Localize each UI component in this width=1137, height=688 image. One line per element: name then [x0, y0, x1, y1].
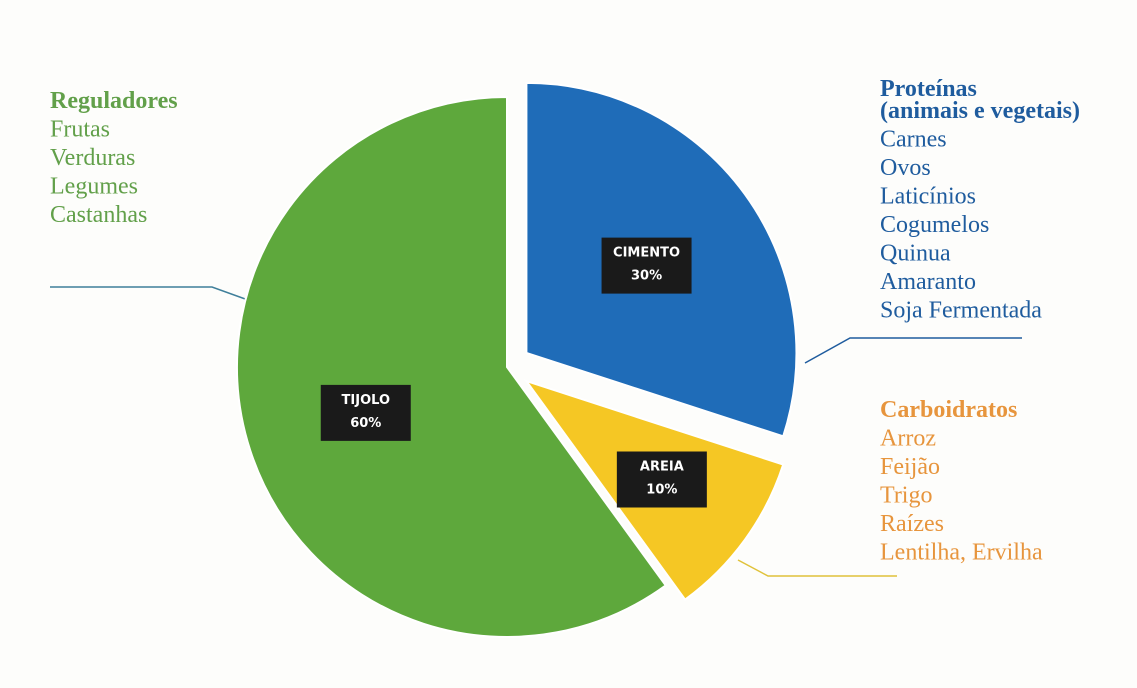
annotation-item: Laticínios [880, 184, 976, 210]
label-box [616, 451, 707, 508]
annotation-item: Frutas [50, 117, 110, 143]
leader-line [804, 337, 1022, 364]
annotation-subtitle: (animais e vegetais) [880, 98, 1080, 124]
leader-line [50, 286, 249, 301]
slice-value-label: 10% [646, 483, 677, 498]
label-box [320, 384, 411, 441]
annotation-item: Raízes [880, 511, 944, 537]
slice-value-label: 60% [350, 416, 381, 431]
annotation-item: Legumes [50, 174, 138, 200]
leader-line [737, 559, 897, 577]
slice-value-label: 30% [631, 269, 662, 284]
annotation-item: Quinua [880, 241, 951, 267]
annotation-item: Amaranto [880, 269, 976, 295]
annotation-item: Ovos [880, 155, 931, 181]
slice-label: AREIA [640, 460, 684, 475]
annotation-item: Feijão [880, 454, 940, 480]
annotation-item: Carnes [880, 127, 947, 153]
annotation-item: Trigo [880, 483, 932, 509]
slice-label: TIJOLO [342, 393, 390, 408]
annotation-item: Cogumelos [880, 212, 989, 238]
annotation-title: Proteínas [880, 76, 977, 102]
annotation-item: Arroz [880, 426, 936, 452]
slice-label: CIMENTO [613, 246, 680, 261]
annotation-title: Carboidratos [880, 397, 1017, 423]
annotation-item: Soja Fermentada [880, 298, 1042, 324]
annotation-item: Lentilha, Ervilha [880, 540, 1043, 566]
annotation-item: Verduras [50, 145, 135, 171]
label-box [601, 237, 692, 294]
annotation-item: Castanhas [50, 202, 147, 228]
annotation-title: Reguladores [50, 88, 178, 114]
pie-slice [236, 95, 668, 638]
